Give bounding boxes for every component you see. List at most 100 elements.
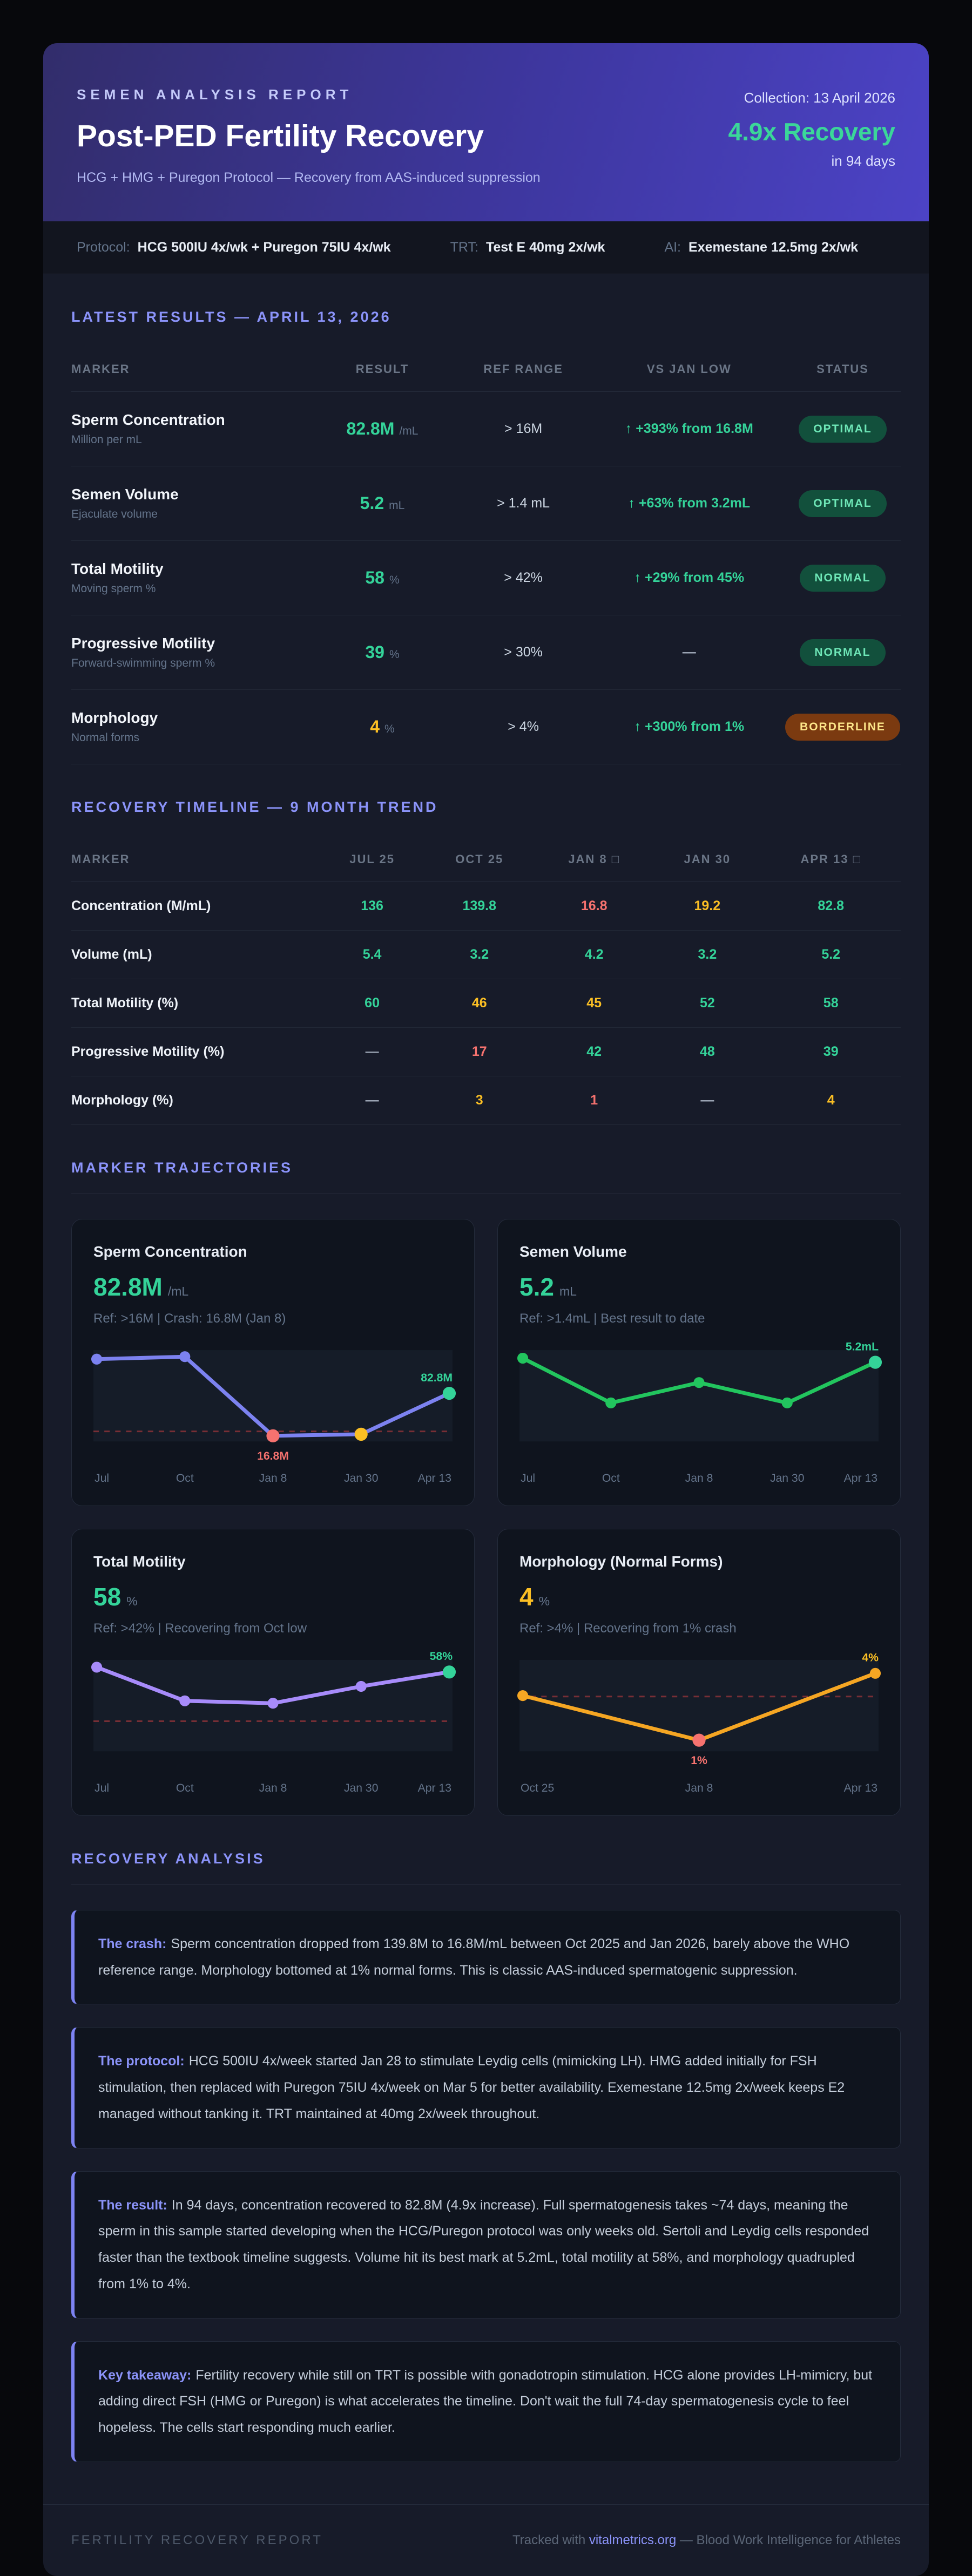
up-arrow-icon: ↑ — [634, 719, 641, 734]
total-motility-trend-chart: 58% Jul Oct Jan 8 Jan 30 Apr 13 — [91, 1650, 456, 1794]
result-value: 82.8M — [346, 419, 395, 438]
vitalmetrics-link[interactable]: vitalmetrics.org — [589, 2532, 677, 2547]
result-value: 39 — [365, 642, 384, 662]
x-axis-label: Jan 30 — [344, 1782, 378, 1794]
analysis-lead: Key takeaway: — [98, 2367, 192, 2383]
point-label: 16.8M — [257, 1450, 289, 1462]
table-row: Morphology Normal forms 4% > 4% ↑ +300% f… — [71, 689, 901, 764]
column-header: MARKER — [71, 343, 312, 392]
timeline-value: 4.2 — [584, 947, 604, 962]
marker-description: Million per mL — [71, 433, 142, 446]
analysis-list: The crash: Sperm concentration dropped fr… — [71, 1909, 901, 2462]
trt-item: TRT: Test E 40mg 2x/wk — [450, 240, 605, 255]
timeline-value-cell: 5.2 — [761, 930, 901, 979]
marker-cell: Total Motility Moving sperm % — [71, 540, 312, 615]
analysis-text: Fertility recovery while still on TRT is… — [98, 2367, 873, 2436]
table-row: Total Motility (%) 60 46 45 52 58 — [71, 979, 901, 1028]
timeline-value: 16.8 — [580, 898, 608, 913]
x-axis-label: Jan 8 — [685, 1472, 713, 1484]
timeline-table: MARKER JUL 25 OCT 25 JAN 8 □ JAN 30 APR 13 □ … — [71, 833, 901, 1125]
timeline-value: 139.8 — [462, 898, 497, 913]
ai-label: AI: — [664, 240, 681, 255]
status-badge: NORMAL — [800, 639, 886, 666]
x-axis-label: Jul — [94, 1782, 109, 1794]
header-right: Collection: 13 April 2026 4.9x Recovery … — [728, 86, 895, 170]
marker-name: Concentration (M/mL) — [71, 882, 320, 931]
timeline-value: 3.2 — [470, 947, 489, 962]
chart-ref-note: Ref: >16M | Crash: 16.8M (Jan 8) — [93, 1311, 286, 1326]
timeline-header-row: MARKER JUL 25 OCT 25 JAN 8 □ JAN 30 APR 13 □ — [71, 833, 901, 882]
x-axis-label: Apr 13 — [418, 1472, 451, 1484]
timeline-value-cell: 60 — [320, 979, 424, 1028]
morphology-trend-chart: 1% 4% Oct 25 Jan 8 Apr 13 — [517, 1652, 881, 1794]
result-value: 4 — [370, 717, 380, 736]
marker-name: Morphology — [71, 709, 158, 726]
vs-jan-low-cell: — — [593, 615, 785, 690]
point-label: 1% — [691, 1754, 707, 1767]
timeline-value-cell: — — [320, 1076, 424, 1125]
ref-range-cell: > 42% — [453, 540, 594, 615]
data-point — [179, 1695, 191, 1706]
analysis-card: The crash: Sperm concentration dropped fr… — [71, 1909, 901, 2005]
data-point — [693, 1377, 705, 1388]
marker-name: Semen Volume — [71, 486, 179, 503]
point-label: 82.8M — [421, 1372, 453, 1384]
status-cell: OPTIMAL — [784, 391, 901, 466]
status-cell: BORDERLINE — [784, 689, 901, 764]
report-card: SEMEN ANALYSIS REPORT Post-PED Fertility… — [43, 43, 929, 2576]
chart-title: Total Motility — [93, 1553, 186, 1570]
timeline-value: 58 — [823, 995, 839, 1011]
ref-range-cell: > 30% — [453, 615, 594, 690]
data-point — [266, 1429, 280, 1442]
x-axis-label: Oct — [602, 1472, 620, 1484]
latest-header-row: MARKER RESULT REF RANGE VS JAN LOW STATUS — [71, 343, 901, 392]
protocol-label: Protocol: — [77, 240, 130, 255]
timeline-value: — — [700, 1093, 714, 1108]
semen-volume-trend-chart: 5.2mL Jul Oct Jan 8 Jan 30 Apr 13 — [517, 1340, 882, 1484]
timeline-value-cell: 42 — [535, 1027, 654, 1076]
timeline-value: 42 — [586, 1044, 602, 1059]
analysis-lead: The result: — [98, 2197, 167, 2213]
chart-current-value: 58% — [93, 1582, 453, 1611]
timeline-value-cell: 136 — [320, 882, 424, 931]
header-left: SEMEN ANALYSIS REPORT Post-PED Fertility… — [77, 86, 541, 186]
ref-range-cell: > 4% — [453, 689, 594, 764]
latest-results-table: MARKER RESULT REF RANGE VS JAN LOW STATUS Sp… — [71, 343, 901, 764]
chart-value-unit: mL — [559, 1284, 577, 1298]
analysis-lead: The crash: — [98, 1936, 167, 1951]
timeline-value: 3 — [475, 1093, 483, 1108]
trt-label: TRT: — [450, 240, 478, 255]
table-row: Progressive Motility Forward-swimming sp… — [71, 615, 901, 690]
timeline-value-cell: 139.8 — [424, 882, 535, 931]
result-unit: /mL — [399, 425, 418, 437]
vs-jan-low-cell: ↑ +63% from 3.2mL — [593, 466, 785, 541]
result-unit: % — [389, 648, 400, 661]
timeline-value-cell: 3.2 — [424, 930, 535, 979]
data-point — [692, 1733, 706, 1747]
timeline-value: 5.2 — [821, 947, 841, 962]
footer-report-name: FERTILITY RECOVERY REPORT — [71, 2532, 323, 2547]
timeline-value-cell: 1 — [535, 1076, 654, 1125]
x-axis-label: Jul — [521, 1472, 535, 1484]
marker-cell: Semen Volume Ejaculate volume — [71, 466, 312, 541]
data-point — [869, 1667, 881, 1679]
timeline-value-cell: 52 — [653, 979, 761, 1028]
data-point — [355, 1680, 367, 1692]
x-axis-label: Jan 8 — [685, 1782, 713, 1794]
column-header: REF RANGE — [453, 343, 594, 392]
column-header: RESULT — [312, 343, 453, 392]
marker-description: Ejaculate volume — [71, 508, 158, 520]
footer-attribution: Tracked with vitalmetrics.org — Blood Wo… — [512, 2533, 901, 2548]
chart-ref-note: Ref: >4% | Recovering from 1% crash — [519, 1621, 737, 1636]
chart-ref-note: Ref: >42% | Recovering from Oct low — [93, 1621, 307, 1636]
analysis-card: Key takeaway: Fertility recovery while st… — [71, 2341, 901, 2462]
x-axis-label: Jan 30 — [770, 1472, 804, 1484]
up-arrow-icon: ↑ — [625, 421, 632, 436]
timeline-value-cell: 19.2 — [653, 882, 761, 931]
chart-value-unit: % — [538, 1594, 550, 1608]
timeline-value: 4 — [827, 1093, 835, 1108]
protocol-value: HCG 500IU 4x/wk + Puregon 75IU 4x/wk — [137, 240, 391, 255]
timeline-value: 48 — [699, 1044, 715, 1059]
x-axis-label: Apr 13 — [418, 1782, 451, 1794]
ref-range-cell: > 16M — [453, 391, 594, 466]
